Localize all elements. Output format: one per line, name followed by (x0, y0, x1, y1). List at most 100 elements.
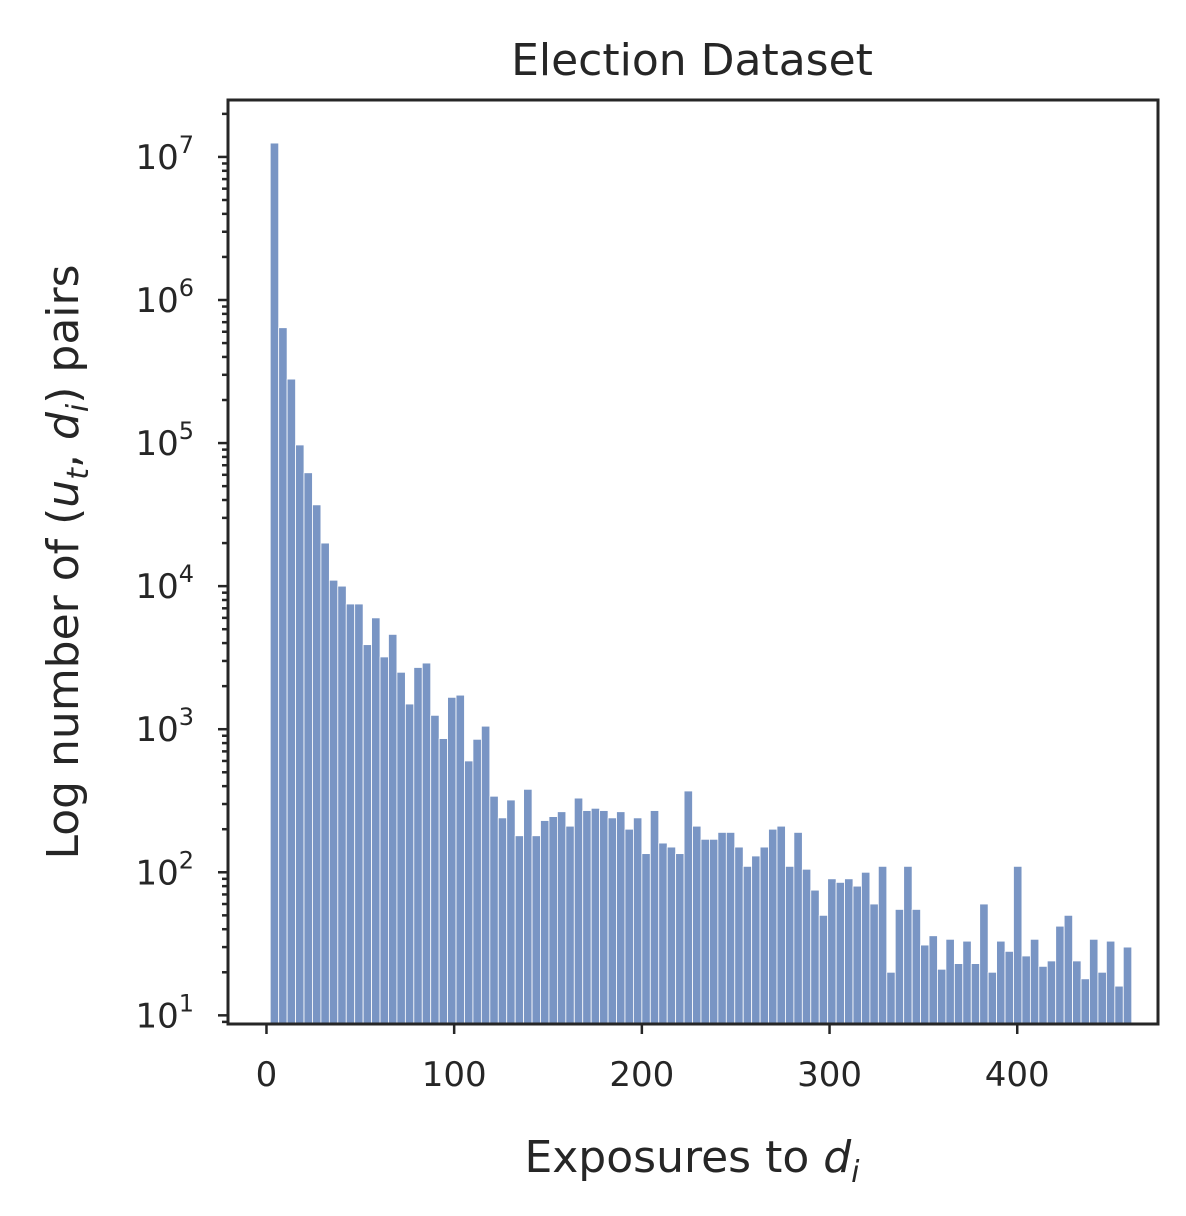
bars-group (269, 142, 1133, 1025)
histogram-bar (514, 835, 525, 1025)
histogram-bar (624, 828, 634, 1025)
y-axis-label: Log number of (ut, di) pairs (38, 264, 96, 859)
y-tick-label: 104 (135, 560, 194, 607)
histogram-bar (447, 696, 457, 1025)
histogram-bar (666, 846, 677, 1025)
histogram-bar (1122, 946, 1133, 1025)
histogram-bar (565, 825, 575, 1025)
histogram-bar (337, 585, 347, 1025)
histogram-bar (920, 944, 930, 1025)
histogram-bar (371, 617, 381, 1025)
histogram-bar (953, 963, 964, 1025)
histogram-bar (497, 817, 508, 1025)
histogram-bar (472, 738, 482, 1025)
histogram-bar (937, 968, 947, 1025)
histogram-bar (801, 868, 812, 1025)
histogram-bar (295, 444, 305, 1025)
histogram-bar (734, 846, 744, 1025)
histogram-bar (548, 816, 558, 1025)
histogram-bar (987, 971, 997, 1025)
histogram-bar (379, 656, 389, 1025)
histogram-bar (979, 903, 989, 1025)
histogram-bar (328, 579, 339, 1025)
histogram-bar (768, 828, 778, 1025)
histogram-bar (861, 871, 871, 1025)
x-tick-label: 400 (985, 1055, 1050, 1095)
y-axis: 101 102 103 104 105 106 107 (135, 112, 228, 1036)
histogram-bar (1080, 978, 1090, 1025)
histogram-bar (785, 865, 795, 1025)
histogram-bar (590, 807, 601, 1025)
histogram-bar (286, 378, 296, 1025)
histogram-bar (1013, 865, 1023, 1025)
histogram-bar (1038, 965, 1048, 1025)
histogram-bar (709, 838, 719, 1025)
histogram-bar (1114, 985, 1124, 1025)
x-tick-label: 300 (797, 1055, 862, 1095)
histogram-bar (303, 472, 313, 1025)
histogram-bar (649, 810, 660, 1025)
histogram-bar (894, 909, 905, 1025)
histogram-bar (464, 760, 474, 1025)
histogram-bar (556, 811, 567, 1025)
y-tick-label: 102 (135, 846, 194, 893)
histogram-bar (725, 832, 736, 1025)
histogram-bar (404, 703, 415, 1025)
histogram-bar (1089, 938, 1099, 1025)
histogram-bar (540, 820, 550, 1025)
histogram-bar (776, 825, 786, 1025)
histogram-bar (421, 662, 432, 1025)
chart-title: Election Dataset (511, 35, 873, 86)
histogram-bar (962, 940, 972, 1025)
histogram-bar (278, 327, 288, 1025)
histogram-bar (827, 878, 837, 1025)
histogram-bar (852, 885, 862, 1025)
histogram-bar (675, 853, 685, 1025)
histogram-bar (793, 832, 803, 1025)
histogram-bar (658, 842, 668, 1025)
histogram-bar (396, 671, 406, 1025)
histogram-bar (480, 725, 491, 1025)
x-tick-label: 200 (609, 1055, 674, 1095)
histogram-bar (683, 790, 693, 1025)
histogram-bar (970, 963, 981, 1025)
histogram-bar (886, 971, 896, 1025)
histogram-bar (489, 795, 499, 1025)
histogram-bar (582, 810, 592, 1025)
histogram-bar (1029, 938, 1040, 1025)
histogram-bar (759, 846, 769, 1025)
plot-frame (226, 98, 1160, 1026)
histogram-bar (903, 865, 913, 1025)
histogram-bar (1021, 955, 1031, 1025)
histogram-bar (607, 817, 617, 1025)
histogram-bar (700, 838, 710, 1025)
histogram-bar (945, 938, 955, 1025)
y-tick-label: 101 (135, 989, 194, 1036)
histogram-bar (438, 738, 448, 1025)
y-tick-label: 103 (135, 703, 194, 750)
histogram-bar (928, 935, 938, 1025)
histogram-bar (742, 865, 753, 1025)
histogram-bar (413, 667, 423, 1025)
histogram-bar (455, 694, 465, 1025)
histogram-bar (320, 542, 330, 1025)
histogram-bar (354, 603, 364, 1025)
histogram-bar (599, 810, 609, 1025)
histogram-bar (531, 835, 541, 1025)
histogram-bar (430, 714, 440, 1025)
histogram-bar (996, 940, 1006, 1025)
histogram-bar (717, 832, 727, 1025)
histogram-bar (1004, 950, 1014, 1025)
histogram-bar (1046, 960, 1057, 1025)
histogram-bar (616, 811, 626, 1025)
histogram-bar (633, 817, 643, 1025)
histogram-bar (388, 633, 398, 1025)
histogram-bar (362, 644, 372, 1025)
histogram-bar (641, 853, 651, 1025)
histogram-bar (869, 903, 879, 1025)
y-tick-label: 107 (135, 131, 194, 178)
histogram-bar (1072, 960, 1082, 1025)
histogram-bar (810, 889, 820, 1025)
x-axis-label: Exposures to di (524, 1132, 860, 1190)
